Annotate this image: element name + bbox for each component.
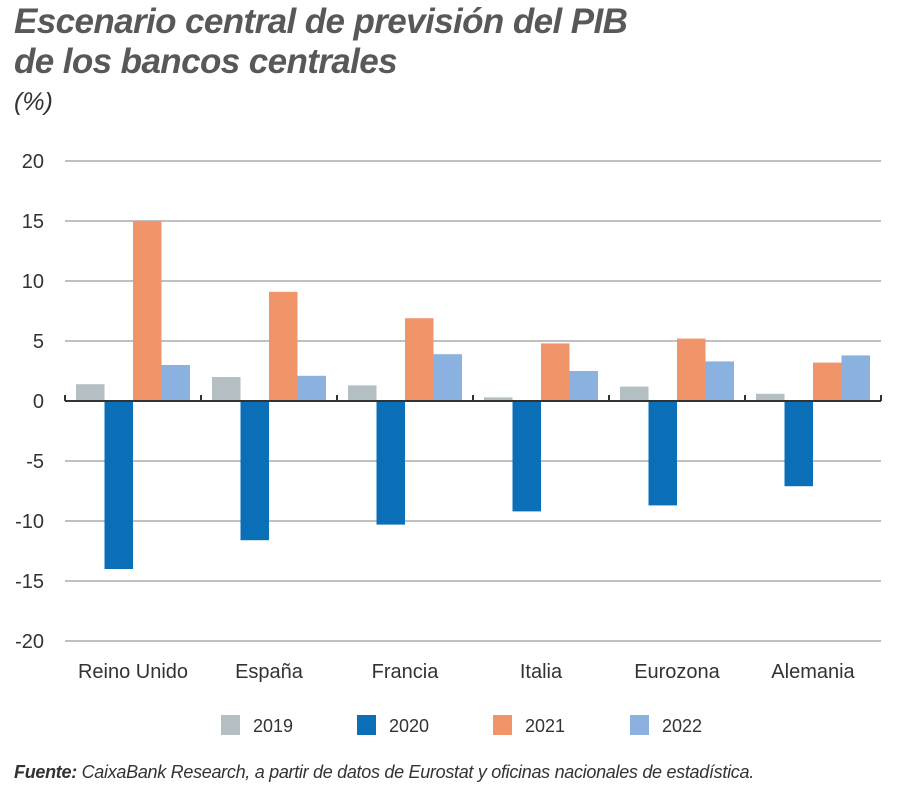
bar-2020-3 [512,401,541,512]
legend-swatch [630,715,649,735]
category-label: Francia [372,661,440,683]
unit-label: (%) [14,88,53,116]
gridlines [65,160,881,642]
bar-2020-2 [376,401,405,525]
bar-2022-2 [433,354,462,401]
bar-2022-3 [569,371,598,401]
bar-2021-0 [133,221,162,401]
legend-label: 2022 [662,716,702,736]
y-tick-label: -20 [15,631,44,653]
y-tick-label: -10 [15,511,44,533]
bar-2020-4 [648,401,677,506]
bar-2020-0 [104,401,133,569]
bar-2020-1 [240,401,269,541]
bar-2019-3 [484,397,513,401]
legend-label: 2021 [525,716,565,736]
x-axis-labels: Reino Unido España Francia Italia Eurozona Al… [78,661,856,683]
legend-swatch [357,715,376,735]
y-tick-label: -15 [15,571,44,593]
bar-2022-0 [161,365,190,401]
legend-label: 2019 [253,716,293,736]
legend-label: 2020 [389,716,429,736]
legend-item-2020: 2020 [357,715,429,736]
legend-item-2022: 2022 [630,715,702,736]
category-label: Alemania [771,661,855,683]
bar-2021-2 [405,318,434,401]
category-label: España [235,661,304,683]
bar-2019-4 [620,386,649,401]
category-label: Reino Unido [78,661,188,683]
bar-2021-3 [541,343,570,401]
y-tick-label: 10 [22,271,44,293]
y-tick-label: 0 [33,391,44,413]
bar-2019-2 [348,385,377,401]
y-axis-ticks: 20 15 10 5 0 -5 -10 -15 -20 [15,151,44,653]
source-text: CaixaBank Research, a partir de datos de… [76,762,755,782]
y-tick-label: -5 [26,451,44,473]
bar-2019-1 [212,377,241,401]
bar-2021-1 [269,291,298,401]
y-tick-label: 5 [33,331,44,353]
bar-2021-4 [677,338,706,401]
bars [76,221,870,569]
chart-title-line-1: Escenario central de previsión del PIB [14,2,628,41]
legend-swatch [493,715,512,735]
bar-2020-5 [784,401,813,487]
bar-2019-0 [76,384,105,401]
category-label: Italia [520,661,563,683]
chart-title-line-2: de los bancos centrales [14,42,398,81]
legend-item-2019: 2019 [221,715,293,736]
bar-2021-5 [813,362,842,401]
category-label: Eurozona [634,661,720,683]
bar-2022-5 [841,355,870,401]
y-tick-label: 20 [22,151,44,173]
y-tick-label: 15 [22,211,44,233]
zero-axis [64,395,882,402]
source-label: Fuente: [14,762,77,782]
bar-chart: 20 15 10 5 0 -5 -10 -15 -20 Reino Unido España Fra… [15,151,882,736]
legend-item-2021: 2021 [493,715,565,736]
bar-2022-4 [705,361,734,401]
legend: 2019 2020 2021 2022 [221,715,702,736]
legend-swatch [221,715,240,735]
bar-2022-1 [297,375,326,401]
source-note: Fuente: CaixaBank Research, a partir de … [14,762,754,783]
bar-2019-5 [756,393,785,401]
chart-title: Escenario central de previsión del PIB d… [14,2,814,82]
